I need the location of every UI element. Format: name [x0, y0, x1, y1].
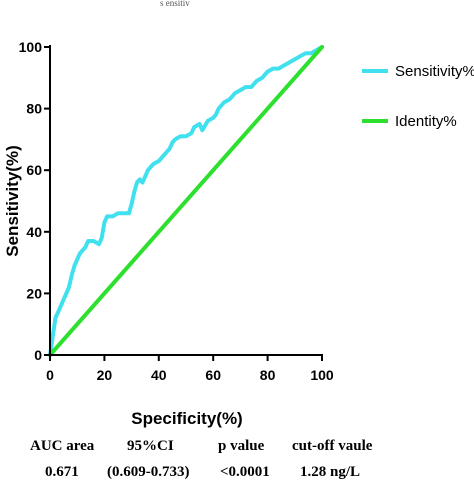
legend-label-1: Identity% — [395, 113, 457, 130]
x-tick-label-5: 100 — [310, 367, 334, 383]
x-tick-label-0: 0 — [46, 367, 54, 383]
series-line-1 — [48, 45, 324, 357]
legend-label-0: Sensitivity% — [395, 63, 474, 80]
plot-area — [48, 45, 324, 357]
y-tick-label-4: 80 — [26, 101, 42, 117]
y-tick-label-1: 20 — [26, 285, 42, 301]
stats-table: AUC area 95%CI p value cut-off vaule 0.6… — [0, 438, 474, 490]
x-axis-title: Specificity(%) — [131, 409, 242, 428]
value-auc-area: 0.671 — [45, 464, 79, 480]
value-95ci: (0.609-0.733) — [107, 464, 190, 480]
series-line-0 — [48, 45, 324, 357]
y-tick-label-0: 0 — [34, 347, 42, 363]
header-cutoff-value: cut-off vaule — [292, 438, 373, 454]
y-tick-label-5: 100 — [19, 39, 43, 55]
x-tick-label-2: 40 — [151, 367, 167, 383]
stats-value-row: 0.671 (0.609-0.733) <0.0001 1.28 ng/L — [0, 464, 474, 490]
value-cutoff-value: 1.28 ng/L — [300, 464, 361, 480]
y-tick-label-2: 40 — [26, 224, 42, 240]
stats-header-row: AUC area 95%CI p value cut-off vaule — [0, 438, 474, 464]
header-p-value: p value — [218, 438, 265, 454]
axes: 0 20 40 60 80 100 0 20 40 60 80 100 — [19, 39, 334, 383]
legend: Sensitivity% Identity% — [362, 63, 474, 130]
top-caption: s ensitiv — [160, 0, 190, 8]
x-tick-label-1: 20 — [97, 367, 113, 383]
header-95ci: 95%CI — [127, 438, 174, 454]
y-tick-label-3: 60 — [26, 162, 42, 178]
roc-chart: s ensitiv 0 20 40 60 80 100 0 20 40 60 80 100 Speci… — [3, 0, 474, 428]
x-tick-label-3: 60 — [205, 367, 221, 383]
y-axis-title: Sensitivity(%) — [3, 145, 22, 256]
value-p-value: <0.0001 — [220, 464, 270, 480]
header-auc-area: AUC area — [30, 438, 95, 454]
x-tick-label-4: 80 — [260, 367, 276, 383]
